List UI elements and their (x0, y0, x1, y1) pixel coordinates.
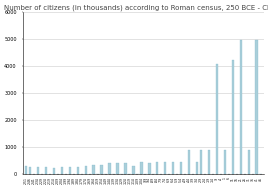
Bar (77, 167, 79, 174)
Bar (156, 161, 158, 174)
Bar (208, 150, 210, 174)
Bar (164, 161, 166, 174)
Bar (53, 168, 55, 174)
Bar (116, 163, 119, 174)
Bar (108, 163, 111, 174)
Bar (148, 163, 151, 174)
Bar (29, 167, 31, 174)
Title: Number of citizens (in thousands) according to Roman census, 250 BCE - CE 48: Number of citizens (in thousands) accord… (4, 4, 268, 11)
Bar (37, 167, 39, 174)
Bar (69, 168, 71, 174)
Bar (172, 161, 174, 174)
Bar (132, 166, 135, 174)
Bar (232, 60, 234, 174)
Bar (188, 150, 190, 174)
Bar (92, 165, 95, 174)
Bar (240, 40, 242, 174)
Bar (25, 166, 27, 174)
Bar (180, 161, 182, 174)
Bar (255, 40, 258, 174)
Bar (45, 167, 47, 174)
Bar (200, 150, 202, 174)
Bar (224, 150, 226, 174)
Bar (196, 161, 198, 174)
Bar (100, 165, 103, 174)
Bar (248, 150, 250, 174)
Bar (84, 166, 87, 174)
Bar (124, 163, 127, 174)
Bar (61, 167, 63, 174)
Bar (140, 161, 143, 174)
Bar (216, 64, 218, 174)
